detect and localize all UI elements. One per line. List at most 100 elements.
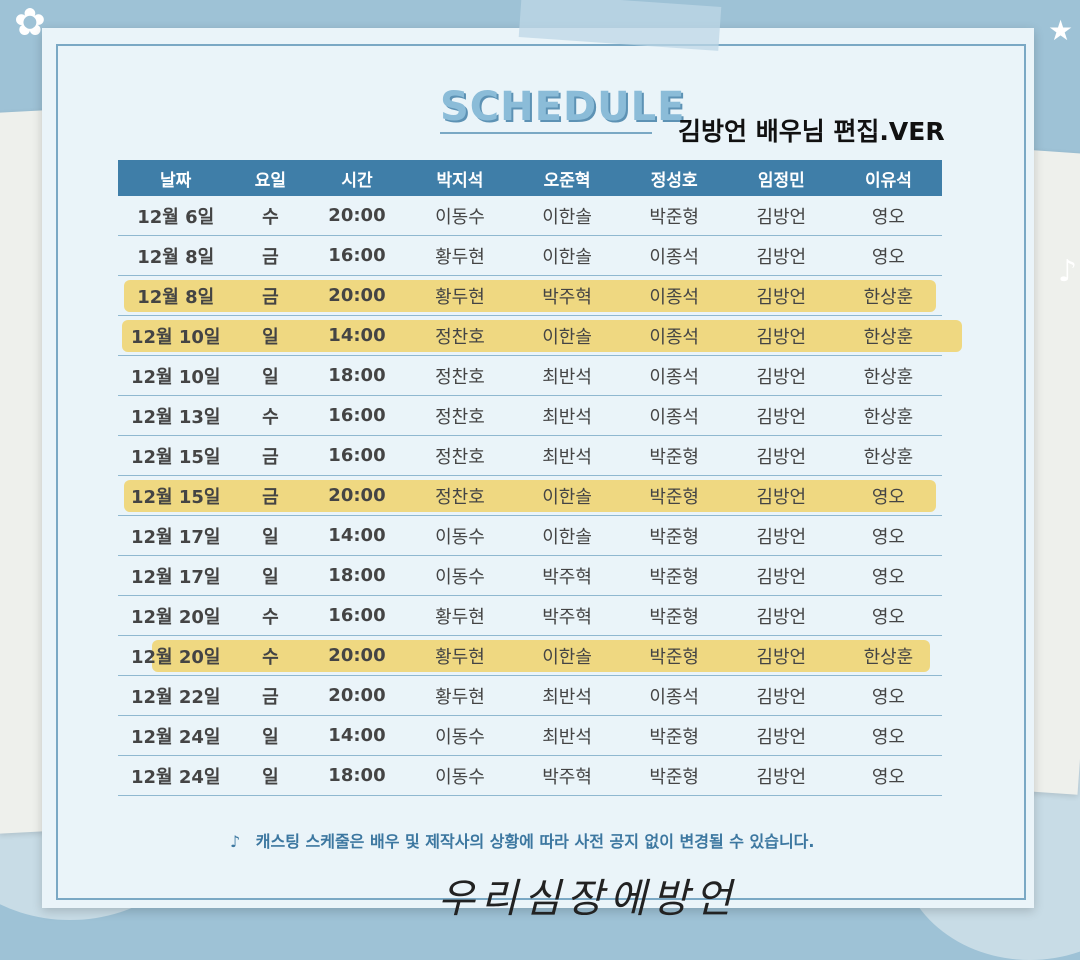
cell-date: 12월 8일 bbox=[118, 275, 234, 316]
cell-cast: 한상훈 bbox=[834, 275, 942, 316]
cell-time: 16:00 bbox=[307, 435, 407, 476]
cell-day: 수 bbox=[233, 635, 308, 676]
casting-note-text: 캐스팅 스케줄은 배우 및 제작사의 상황에 따라 사전 공지 없이 변경될 수… bbox=[255, 832, 815, 851]
cell-time: 20:00 bbox=[307, 635, 407, 676]
star-icon: ★ bbox=[1048, 14, 1074, 47]
cell-cast: 한상훈 bbox=[834, 635, 942, 676]
cell-cast: 박준형 bbox=[620, 555, 728, 596]
column-header-cast-3: 정성호 bbox=[620, 160, 728, 196]
cell-cast: 황두현 bbox=[406, 675, 514, 716]
cell-cast: 김방언 bbox=[727, 635, 835, 676]
cell-cast: 김방언 bbox=[727, 715, 835, 756]
cell-cast: 김방언 bbox=[727, 555, 835, 596]
signature: 우리심장에방언 bbox=[438, 876, 738, 922]
cell-cast: 박준형 bbox=[620, 755, 728, 796]
table-row: 12월 6일 수 20:00 이동수 이한솔 박준형 김방언 영오 bbox=[118, 196, 942, 236]
cell-cast: 이종석 bbox=[620, 395, 728, 436]
flower-icon: ✿ bbox=[14, 0, 46, 44]
cell-date: 12월 24일 bbox=[118, 715, 234, 756]
cell-day: 금 bbox=[233, 235, 308, 276]
cell-cast: 정찬호 bbox=[406, 395, 514, 436]
cell-time: 16:00 bbox=[307, 395, 407, 436]
cell-cast: 정찬호 bbox=[406, 435, 514, 476]
cell-time: 16:00 bbox=[307, 235, 407, 276]
cell-day: 금 bbox=[233, 435, 308, 476]
cell-time: 18:00 bbox=[307, 555, 407, 596]
cell-cast: 김방언 bbox=[727, 595, 835, 636]
cell-date: 12월 24일 bbox=[118, 755, 234, 796]
cell-cast: 영오 bbox=[834, 595, 942, 636]
table-row: 12월 20일 수 16:00 황두현 박주혁 박준형 김방언 영오 bbox=[118, 595, 942, 636]
cell-cast: 이동수 bbox=[406, 515, 514, 556]
table-row: 12월 22일 금 20:00 황두현 최반석 이종석 김방언 영오 bbox=[118, 675, 942, 716]
table-row: 12월 15일 금 16:00 정찬호 최반석 박준형 김방언 한상훈 bbox=[118, 435, 942, 476]
cell-cast: 김방언 bbox=[727, 315, 835, 356]
cell-cast: 영오 bbox=[834, 235, 942, 276]
cell-cast: 최반석 bbox=[513, 715, 621, 756]
cell-date: 12월 10일 bbox=[118, 355, 234, 396]
cell-date: 12월 22일 bbox=[118, 675, 234, 716]
column-header-cast-2: 오준혁 bbox=[513, 160, 621, 196]
column-header-cast-1: 박지석 bbox=[406, 160, 514, 196]
cell-cast: 이한솔 bbox=[513, 515, 621, 556]
cell-cast: 정찬호 bbox=[406, 355, 514, 396]
cell-cast: 황두현 bbox=[406, 235, 514, 276]
table-row: 12월 15일 금 20:00 정찬호 이한솔 박준형 김방언 영오 bbox=[118, 475, 942, 516]
table-row: 12월 13일 수 16:00 정찬호 최반석 이종석 김방언 한상훈 bbox=[118, 395, 942, 436]
cell-cast: 박준형 bbox=[620, 196, 728, 236]
cell-cast: 이동수 bbox=[406, 755, 514, 796]
cell-cast: 한상훈 bbox=[834, 315, 942, 356]
cell-cast: 한상훈 bbox=[834, 435, 942, 476]
table-row: 12월 10일 일 18:00 정찬호 최반석 이종석 김방언 한상훈 bbox=[118, 355, 942, 396]
music-note-icon: ♪ bbox=[230, 832, 241, 851]
cell-cast: 최반석 bbox=[513, 675, 621, 716]
casting-note: ♪ 캐스팅 스케줄은 배우 및 제작사의 상황에 따라 사전 공지 없이 변경될… bbox=[230, 828, 814, 852]
column-header-day: 요일 bbox=[233, 160, 308, 196]
cell-cast: 박준형 bbox=[620, 475, 728, 516]
card-border bbox=[56, 44, 1026, 900]
schedule-table: 날짜 요일 시간 박지석 오준혁 정성호 임정민 이유석 12월 6일 수 20:0… bbox=[118, 160, 942, 796]
cell-cast: 이한솔 bbox=[513, 196, 621, 236]
cell-cast: 이동수 bbox=[406, 715, 514, 756]
cell-time: 14:00 bbox=[307, 715, 407, 756]
table-row: 12월 24일 일 14:00 이동수 최반석 박준형 김방언 영오 bbox=[118, 715, 942, 756]
cell-cast: 김방언 bbox=[727, 235, 835, 276]
cell-cast: 박준형 bbox=[620, 435, 728, 476]
cell-day: 금 bbox=[233, 475, 308, 516]
cell-cast: 이한솔 bbox=[513, 315, 621, 356]
cell-cast: 김방언 bbox=[727, 395, 835, 436]
cell-time: 14:00 bbox=[307, 315, 407, 356]
table-row: 12월 24일 일 18:00 이동수 박주혁 박준형 김방언 영오 bbox=[118, 755, 942, 796]
cell-day: 일 bbox=[233, 315, 308, 356]
cell-cast: 황두현 bbox=[406, 595, 514, 636]
cell-date: 12월 20일 bbox=[118, 595, 234, 636]
cell-cast: 박준형 bbox=[620, 515, 728, 556]
cell-date: 12월 8일 bbox=[118, 235, 234, 276]
cell-cast: 김방언 bbox=[727, 196, 835, 236]
cell-date: 12월 13일 bbox=[118, 395, 234, 436]
table-row: 12월 17일 일 18:00 이동수 박주혁 박준형 김방언 영오 bbox=[118, 555, 942, 596]
cell-cast: 영오 bbox=[834, 675, 942, 716]
cell-cast: 황두현 bbox=[406, 275, 514, 316]
cell-day: 일 bbox=[233, 715, 308, 756]
cell-day: 일 bbox=[233, 515, 308, 556]
column-header-time: 시간 bbox=[307, 160, 407, 196]
cell-date: 12월 20일 bbox=[118, 635, 234, 676]
table-row: 12월 10일 일 14:00 정찬호 이한솔 이종석 김방언 한상훈 bbox=[118, 315, 942, 356]
music-note-icon: ♪ bbox=[1058, 254, 1078, 289]
cell-cast: 영오 bbox=[834, 715, 942, 756]
cell-cast: 박주혁 bbox=[513, 555, 621, 596]
cell-cast: 이한솔 bbox=[513, 235, 621, 276]
cell-cast: 이종석 bbox=[620, 355, 728, 396]
cell-cast: 김방언 bbox=[727, 755, 835, 796]
cell-cast: 영오 bbox=[834, 755, 942, 796]
table-header-row: 날짜 요일 시간 박지석 오준혁 정성호 임정민 이유석 bbox=[118, 160, 942, 196]
cell-cast: 박주혁 bbox=[513, 595, 621, 636]
cell-cast: 박주혁 bbox=[513, 755, 621, 796]
cell-time: 16:00 bbox=[307, 595, 407, 636]
table-row: 12월 17일 일 14:00 이동수 이한솔 박준형 김방언 영오 bbox=[118, 515, 942, 556]
cell-date: 12월 15일 bbox=[118, 475, 234, 516]
column-header-cast-5: 이유석 bbox=[834, 160, 942, 196]
cell-day: 수 bbox=[233, 595, 308, 636]
cell-cast: 정찬호 bbox=[406, 315, 514, 356]
